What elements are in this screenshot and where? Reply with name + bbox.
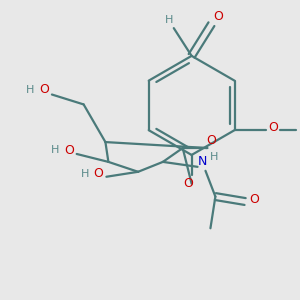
Text: O: O bbox=[268, 121, 278, 134]
Text: O: O bbox=[39, 83, 49, 96]
Text: O: O bbox=[64, 143, 74, 157]
Text: H: H bbox=[51, 145, 59, 155]
Text: H: H bbox=[165, 15, 173, 25]
Text: N: N bbox=[198, 155, 207, 168]
Text: H: H bbox=[26, 85, 34, 94]
Text: O: O bbox=[184, 177, 194, 190]
Text: H: H bbox=[80, 169, 89, 179]
Text: O: O bbox=[94, 167, 103, 180]
Text: O: O bbox=[249, 193, 259, 206]
Text: H: H bbox=[210, 152, 219, 162]
Text: O: O bbox=[213, 10, 223, 23]
Text: O: O bbox=[206, 134, 216, 147]
